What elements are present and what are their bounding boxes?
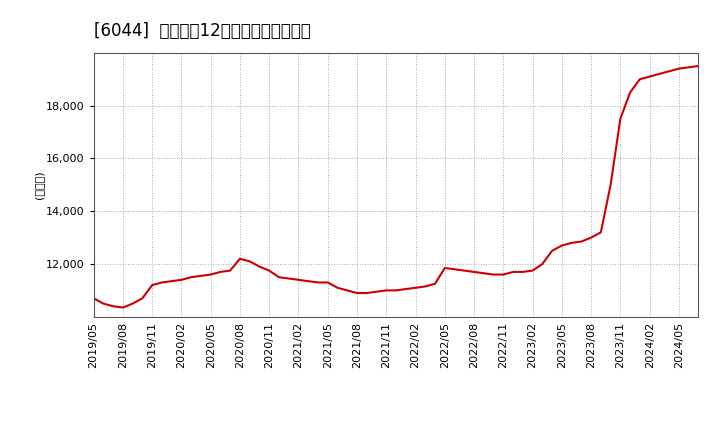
Y-axis label: (百万円): (百万円) — [34, 170, 44, 199]
Text: [6044]  売上高の12か月移動合計の推移: [6044] 売上高の12か月移動合計の推移 — [94, 22, 310, 40]
